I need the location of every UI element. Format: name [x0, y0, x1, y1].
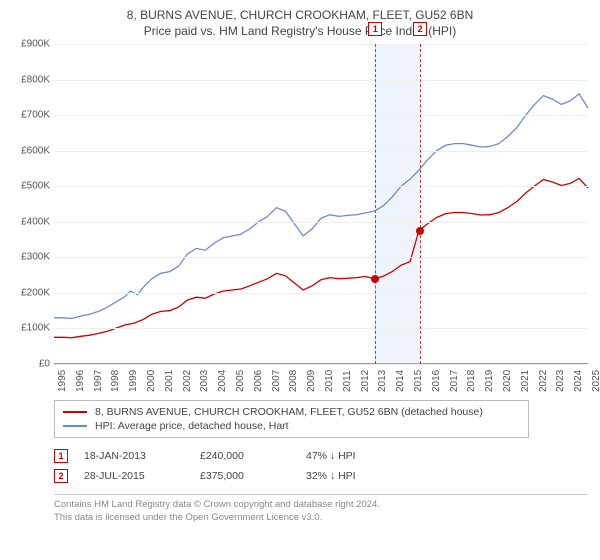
- y-tick-label: £900K: [10, 39, 50, 50]
- x-tick-label: 2023: [555, 370, 566, 392]
- gridline: [54, 364, 588, 365]
- event-delta: 32% ↓ HPI: [306, 470, 406, 482]
- legend-swatch-red: [63, 411, 87, 413]
- x-tick-label: 2002: [182, 370, 193, 392]
- page-title: 8, BURNS AVENUE, CHURCH CROOKHAM, FLEET,…: [12, 8, 588, 22]
- x-tick-label: 2011: [342, 370, 353, 392]
- gridline: [54, 257, 588, 258]
- x-tick-label: 2016: [431, 370, 442, 392]
- gridline: [54, 115, 588, 116]
- x-tick-label: 2007: [271, 370, 282, 392]
- x-tick-label: 2012: [360, 370, 371, 392]
- x-tick-label: 2005: [235, 370, 246, 392]
- y-tick-label: £300K: [10, 252, 50, 263]
- event-price: £375,000: [200, 470, 290, 482]
- plot-area: 12: [54, 44, 588, 364]
- legend-row-hpi: HPI: Average price, detached house, Hart: [63, 419, 520, 433]
- event-marker-2-icon: 2: [54, 469, 68, 483]
- gridline: [54, 44, 588, 45]
- gridline: [54, 222, 588, 223]
- x-tick-label: 2009: [306, 370, 317, 392]
- footer-line-1: Contains HM Land Registry data © Crown c…: [54, 499, 588, 512]
- event-price: £240,000: [200, 450, 290, 462]
- x-tick-label: 2006: [253, 370, 264, 392]
- series-hpi: [54, 94, 588, 319]
- gridline: [54, 151, 588, 152]
- x-tick-label: 1998: [110, 370, 121, 392]
- x-tick-label: 1995: [57, 370, 68, 392]
- y-tick-label: £0: [10, 359, 50, 370]
- x-tick-label: 2015: [413, 370, 424, 392]
- y-axis-labels: £0 £100K £200K £300K £400K £500K £600K £700K £80…: [12, 44, 52, 394]
- x-tick-label: 2000: [146, 370, 157, 392]
- x-tick-label: 2010: [324, 370, 335, 392]
- legend-swatch-blue: [63, 425, 87, 427]
- event-marker-dot: [416, 227, 424, 235]
- x-tick-label: 2017: [449, 370, 460, 392]
- y-tick-label: £800K: [10, 74, 50, 85]
- gridline: [54, 328, 588, 329]
- legend-row-price-paid: 8, BURNS AVENUE, CHURCH CROOKHAM, FLEET,…: [63, 405, 520, 419]
- y-tick-label: £500K: [10, 181, 50, 192]
- event-marker-dot: [371, 275, 379, 283]
- x-tick-label: 2014: [395, 370, 406, 392]
- y-tick-label: £200K: [10, 287, 50, 298]
- event-dash-line: [420, 44, 421, 364]
- events-table: 1 18-JAN-2013 £240,000 47% ↓ HPI 2 28-JU…: [54, 446, 588, 486]
- x-tick-label: 2021: [520, 370, 531, 392]
- x-tick-label: 2019: [484, 370, 495, 392]
- event-row-2: 2 28-JUL-2015 £375,000 32% ↓ HPI: [54, 466, 588, 486]
- gridline: [54, 80, 588, 81]
- x-tick-label: 1999: [128, 370, 139, 392]
- x-tick-label: 2003: [199, 370, 210, 392]
- chart-lines-svg: [54, 44, 588, 364]
- x-tick-label: 2022: [538, 370, 549, 392]
- gridline: [54, 186, 588, 187]
- event-date: 18-JAN-2013: [84, 450, 184, 462]
- x-tick-label: 1996: [75, 370, 86, 392]
- event-dash-line: [375, 44, 376, 364]
- page-subtitle: Price paid vs. HM Land Registry's House …: [12, 24, 588, 38]
- x-tick-label: 2020: [502, 370, 513, 392]
- chart-container: £0 £100K £200K £300K £400K £500K £600K £700K £80…: [12, 44, 588, 394]
- event-marker-box: 2: [413, 22, 427, 36]
- x-tick-label: 1997: [93, 370, 104, 392]
- event-delta: 47% ↓ HPI: [306, 450, 406, 462]
- gridline: [54, 293, 588, 294]
- x-tick-label: 2001: [164, 370, 175, 392]
- y-tick-label: £400K: [10, 216, 50, 227]
- y-tick-label: £700K: [10, 110, 50, 121]
- y-tick-label: £100K: [10, 323, 50, 334]
- x-tick-label: 2018: [466, 370, 477, 392]
- footer: Contains HM Land Registry data © Crown c…: [54, 494, 588, 525]
- x-tick-label: 2013: [377, 370, 388, 392]
- event-row-1: 1 18-JAN-2013 £240,000 47% ↓ HPI: [54, 446, 588, 466]
- legend: 8, BURNS AVENUE, CHURCH CROOKHAM, FLEET,…: [54, 400, 529, 438]
- y-tick-label: £600K: [10, 145, 50, 156]
- x-tick-label: 2025: [591, 370, 600, 392]
- x-tick-label: 2008: [288, 370, 299, 392]
- footer-line-2: This data is licensed under the Open Gov…: [54, 512, 588, 525]
- legend-label: HPI: Average price, detached house, Hart: [95, 420, 289, 432]
- event-date: 28-JUL-2015: [84, 470, 184, 482]
- legend-label: 8, BURNS AVENUE, CHURCH CROOKHAM, FLEET,…: [95, 406, 483, 418]
- x-tick-label: 2004: [217, 370, 228, 392]
- x-tick-label: 2024: [573, 370, 584, 392]
- event-marker-box: 1: [368, 22, 382, 36]
- event-marker-1-icon: 1: [54, 449, 68, 463]
- x-axis-labels: 1995 1996 1997 1998 1999 2000 2001 2002 2003 2004…: [54, 366, 588, 394]
